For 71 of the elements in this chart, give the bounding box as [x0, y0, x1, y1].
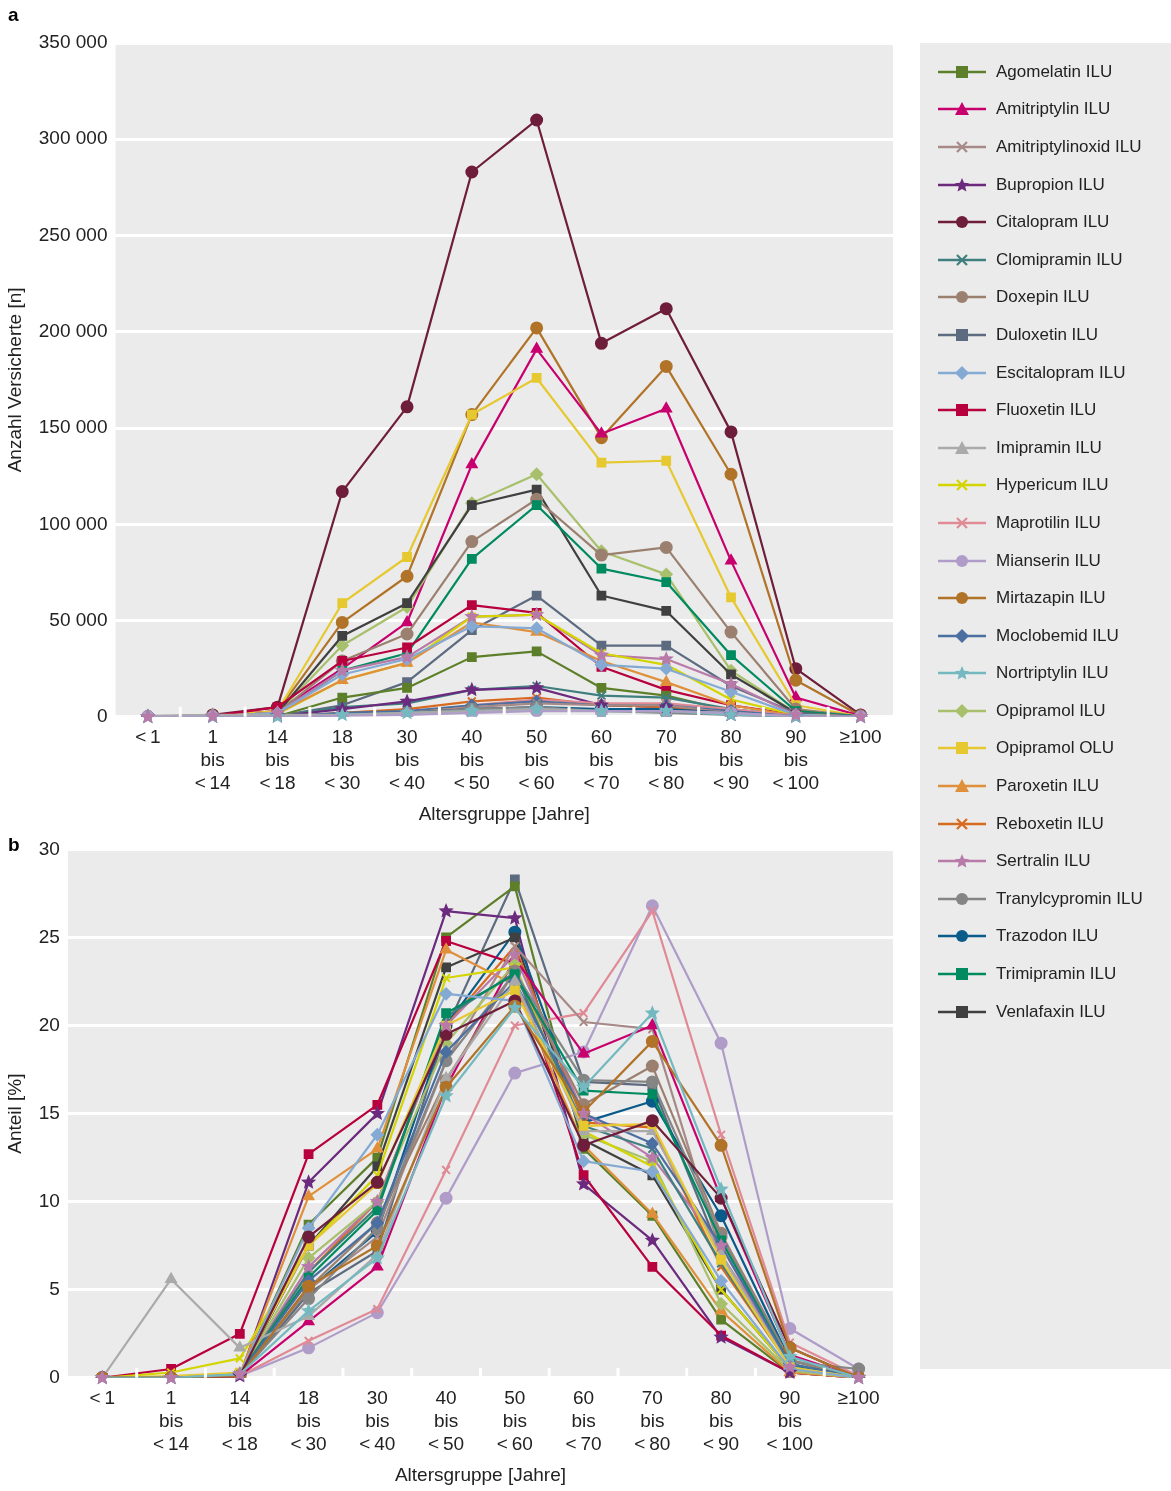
legend-label: Citalopram ILU: [996, 212, 1110, 233]
legend-label: Hypericum ILU: [996, 475, 1109, 496]
x-tick-label: 14 bis < 18: [221, 1387, 258, 1455]
legend-label: Nortriptylin ILU: [996, 663, 1109, 684]
legend-label: Venlafaxin ILU: [996, 1001, 1106, 1022]
x-tick-label: 50 bis < 60: [496, 1387, 533, 1455]
x-tick-label: 1 bis < 14: [153, 1387, 190, 1455]
y-axis-title: Anteil [%]: [3, 1073, 25, 1154]
x-axis-title: Altersgruppe [Jahre]: [418, 802, 590, 824]
legend-label: Agomelatin ILU: [996, 61, 1113, 82]
x-tick-label: 40 bis < 50: [428, 1387, 465, 1455]
y-axis-title: Anzahl Versicherte [n]: [3, 287, 25, 473]
chart-title: a: [8, 3, 19, 25]
x-tick-label: 80 bis < 90: [703, 1387, 740, 1455]
x-tick-label: 70 bis < 80: [648, 726, 685, 794]
y-tick-label: 10: [38, 1189, 60, 1211]
legend-label: Imipramin ILU: [996, 437, 1102, 458]
legend-label: Paroxetin ILU: [996, 776, 1099, 797]
x-tick-label: 30 bis < 40: [389, 726, 426, 794]
legend-label: Trimipramin ILU: [996, 964, 1117, 985]
x-tick-label: 30 bis < 40: [359, 1387, 396, 1455]
legend-label: Doxepin ILU: [996, 287, 1090, 308]
x-tick-label: 18 bis < 30: [290, 1387, 327, 1455]
x-tick-label: 70 bis < 80: [634, 1387, 671, 1455]
y-tick-label: 350 000: [38, 31, 108, 53]
y-tick-label: 25: [38, 925, 60, 947]
legend-label: Bupropion ILU: [996, 174, 1105, 195]
y-tick-label: 5: [49, 1277, 60, 1299]
y-tick-label: 250 000: [38, 223, 108, 245]
x-tick-label: ≥100: [839, 726, 882, 748]
y-tick-label: 300 000: [38, 127, 108, 149]
legend-label: Duloxetin ILU: [996, 324, 1099, 345]
legend-label: Opipramol ILU: [996, 700, 1106, 721]
legend-label: Sertralin ILU: [996, 851, 1091, 872]
y-tick-label: 100 000: [38, 512, 108, 534]
legend-label: Moclobemid ILU: [996, 625, 1119, 646]
y-tick-label: 15: [38, 1101, 60, 1123]
x-tick-label: 40 bis < 50: [453, 726, 490, 794]
chart-title: b: [8, 833, 20, 855]
x-tick-label: 14 bis < 18: [259, 726, 296, 794]
y-tick-label: 0: [96, 705, 108, 727]
x-tick-label: 18 bis < 30: [324, 726, 361, 794]
y-tick-label: 150 000: [38, 416, 108, 438]
x-tick-label: < 1: [135, 726, 161, 748]
x-tick-label: 90 bis < 100: [772, 726, 820, 794]
legend-label: Escitalopram ILU: [996, 362, 1126, 383]
x-tick-label: 80 bis < 90: [712, 726, 750, 794]
y-tick-label: 30: [38, 837, 60, 859]
x-tick-label: 60 bis < 70: [583, 726, 620, 794]
legend-label: Amitriptylinoxid ILU: [996, 136, 1142, 157]
legend-label: Maprotilin ILU: [996, 512, 1101, 533]
y-tick-label: 50 000: [49, 608, 108, 630]
y-tick-label: 0: [49, 1366, 60, 1388]
legend-label: Trazodon ILU: [996, 926, 1099, 947]
legend-label: Mirtazapin ILU: [996, 588, 1106, 609]
x-tick-label: ≥100: [837, 1387, 880, 1409]
y-tick-label: 200 000: [38, 320, 108, 342]
legend-label: Fluoxetin ILU: [996, 400, 1097, 421]
legend-label: Clomipramin ILU: [996, 249, 1123, 270]
x-axis-title: Altersgruppe [Jahre]: [394, 1463, 567, 1485]
legend-label: Mianserin ILU: [996, 550, 1101, 571]
x-tick-label: 90 bis < 100: [766, 1387, 814, 1455]
legend-label: Opipramol OLU: [996, 738, 1115, 759]
x-tick-label: < 1: [89, 1387, 116, 1409]
x-tick-label: 50 bis < 60: [518, 726, 555, 794]
y-tick-label: 20: [38, 1013, 60, 1035]
x-tick-label: 60 bis < 70: [565, 1387, 602, 1455]
legend-label: Reboxetin ILU: [996, 813, 1104, 834]
legend-label: Amitriptylin ILU: [996, 99, 1111, 120]
legend-label: Tranylcypromin ILU: [996, 888, 1143, 909]
x-tick-label: 1 bis < 14: [194, 726, 232, 794]
